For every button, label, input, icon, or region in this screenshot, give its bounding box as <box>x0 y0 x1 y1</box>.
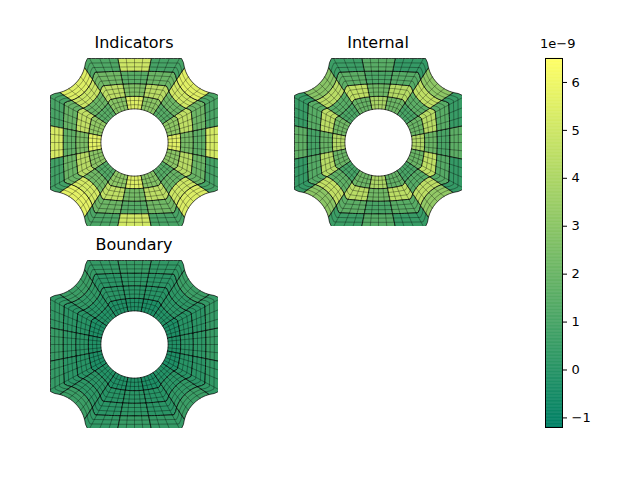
svg-text:0: 0 <box>572 362 580 377</box>
html-text:1e−9: 1e−9 <box>540 36 576 51</box>
html-text:Indicators: Indicators <box>94 33 174 52</box>
svg-text:1: 1 <box>572 314 580 329</box>
svg-text:−1: −1 <box>572 410 591 425</box>
svg-text:2: 2 <box>572 266 580 281</box>
svg-text:3: 3 <box>572 218 580 233</box>
html-text:Boundary: Boundary <box>95 235 173 254</box>
svg-text:6: 6 <box>572 75 580 90</box>
html-text:Internal: Internal <box>347 33 409 52</box>
svg-text:5: 5 <box>572 123 580 138</box>
svg-text:4: 4 <box>572 170 580 185</box>
